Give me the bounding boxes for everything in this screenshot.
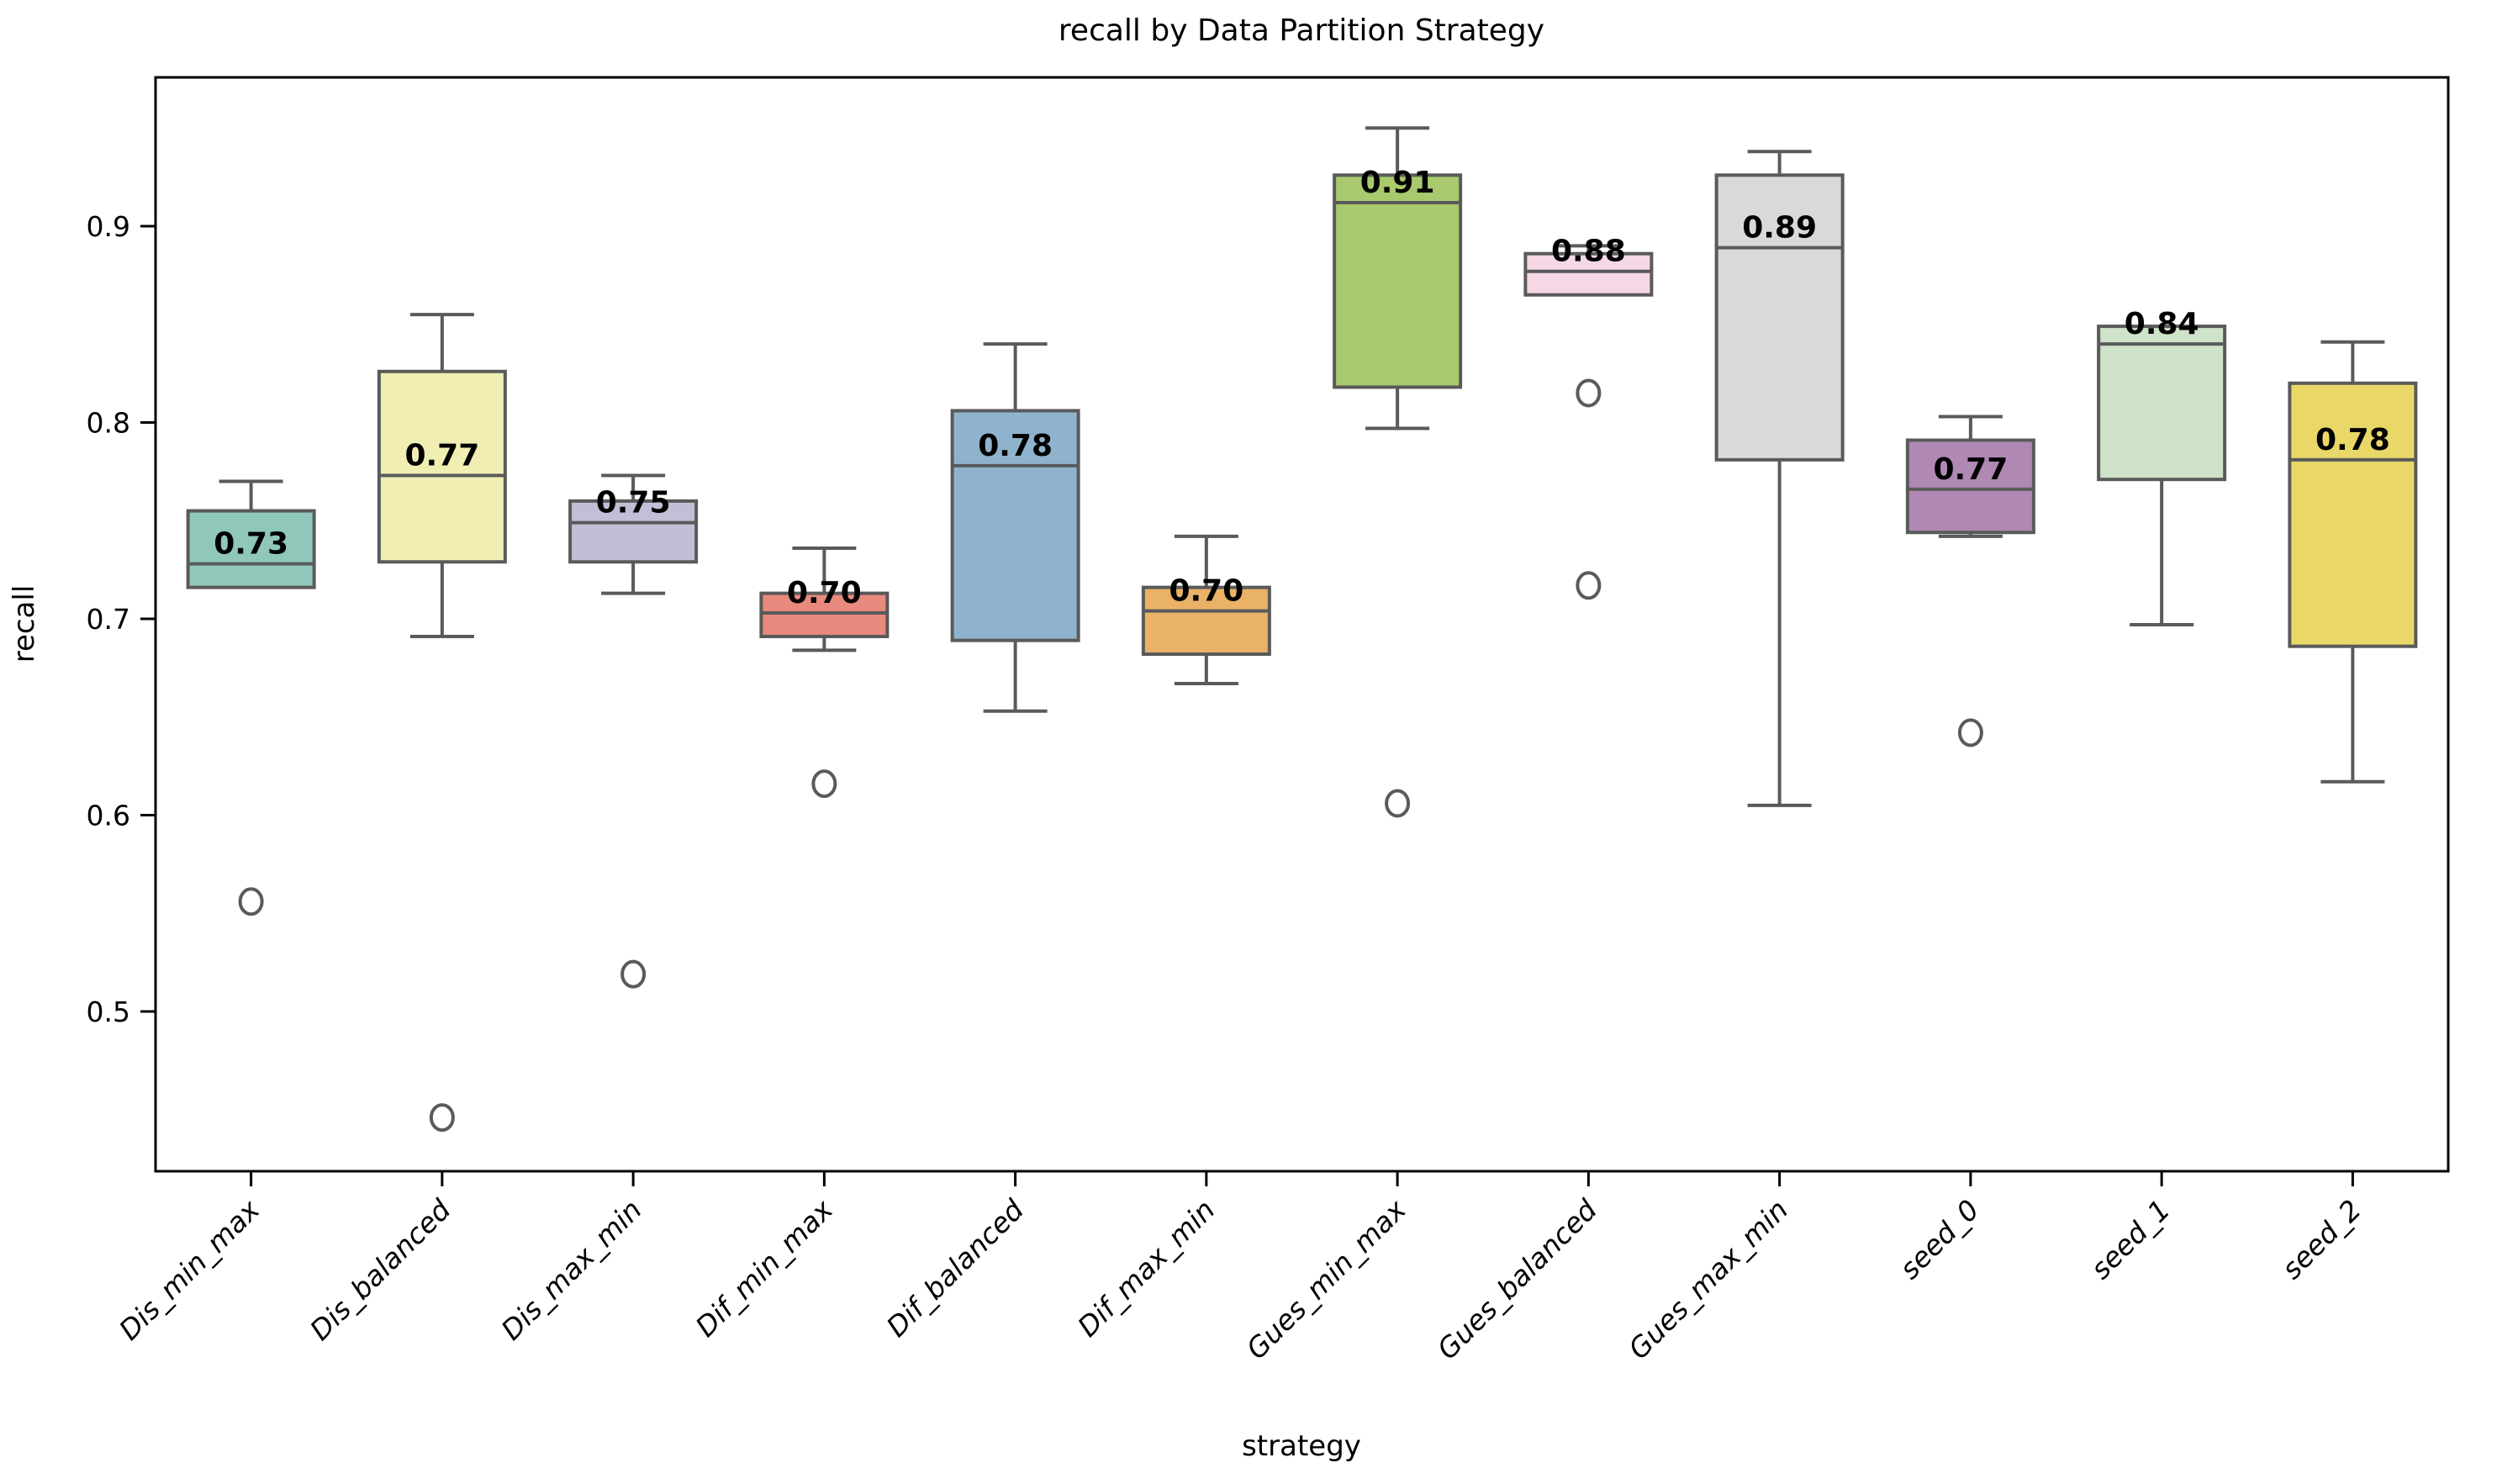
box-seed_0 [1905, 438, 2035, 535]
plot-border-spines [154, 76, 2450, 1173]
chart-title: recall by Data Partition Strategy [1058, 13, 1544, 48]
box-Dif_max_min [1141, 585, 1271, 657]
outlier-point-seed_0 [1957, 718, 1983, 747]
outlier-point-Dis_min_max [238, 887, 264, 916]
box-Gues_min_max [1333, 173, 1463, 389]
median-value-label: 0.77 [404, 439, 479, 473]
outlier-point-Dif_min_max [811, 769, 837, 799]
median-value-label: 0.73 [214, 527, 288, 562]
y-tick-label: 0.7 [87, 603, 130, 636]
box-Dif_min_max [759, 591, 890, 639]
box-Dif_balanced [950, 409, 1080, 642]
y-tick-label: 0.6 [87, 800, 130, 832]
box-Gues_max_min [1714, 173, 1845, 462]
outlier-point-Dis_balanced [429, 1103, 455, 1133]
y-tick-label: 0.8 [87, 407, 130, 440]
median-value-label: 0.70 [787, 576, 862, 610]
box-Dis_balanced [377, 369, 507, 564]
box-seed_2 [2288, 381, 2418, 648]
median-value-label: 0.88 [1551, 235, 1626, 269]
box-seed_1 [2097, 325, 2227, 482]
median-value-label: 0.84 [2125, 307, 2199, 341]
x-axis-title: strategy [1242, 1429, 1361, 1463]
median-value-label: 0.77 [1933, 452, 2008, 487]
outlier-point-Gues_min_max [1385, 789, 1411, 818]
median-value-label: 0.70 [1169, 574, 1243, 609]
median-value-label: 0.78 [2315, 423, 2390, 457]
box-Dis_min_max [186, 509, 316, 589]
y-tick-label: 0.9 [87, 210, 130, 243]
box-Gues_balanced [1523, 251, 1654, 297]
median-value-label: 0.91 [1360, 166, 1435, 200]
outlier-point-Dis_max_min [620, 959, 647, 989]
y-axis-title: recall [8, 585, 41, 663]
median-value-label: 0.89 [1742, 211, 1817, 246]
median-value-label: 0.78 [978, 429, 1053, 463]
y-tick-label: 0.5 [87, 995, 130, 1028]
outlier-point-Gues_balanced [1576, 571, 1602, 600]
outlier-point-Gues_balanced [1576, 378, 1602, 408]
median-value-label: 0.75 [596, 486, 671, 520]
box-Dis_max_min [568, 499, 699, 564]
